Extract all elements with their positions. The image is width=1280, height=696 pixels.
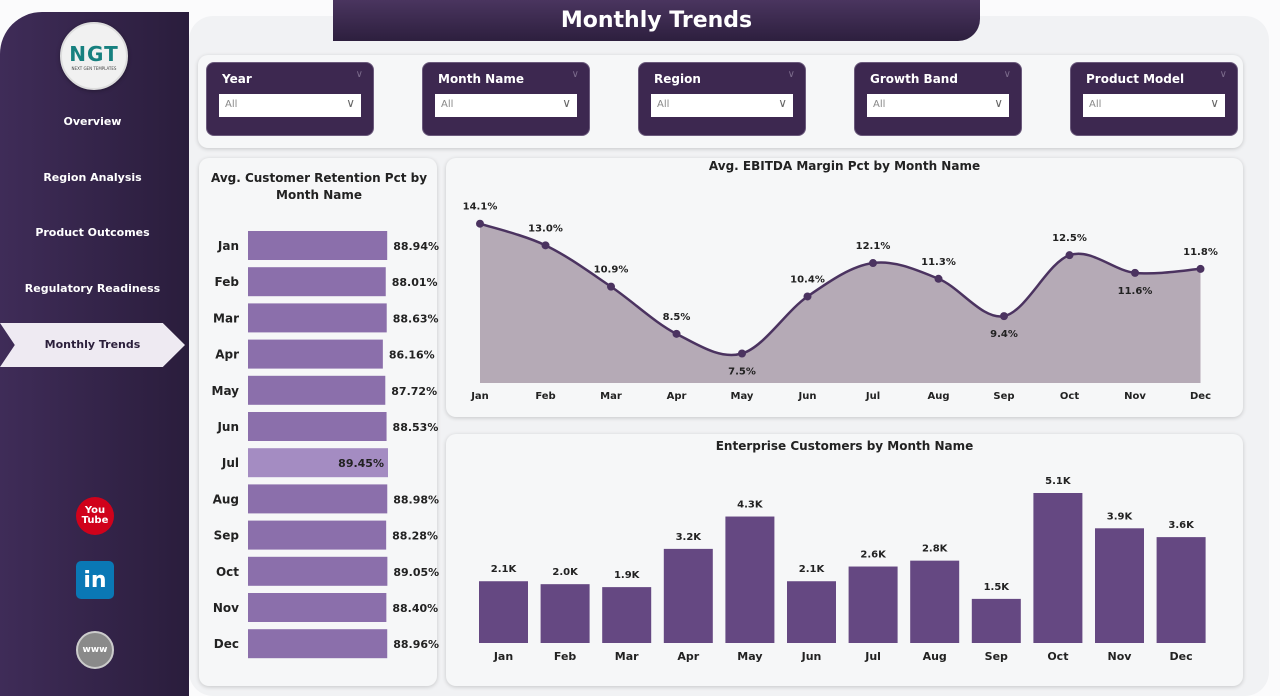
filter-month-name: Month Name ∨ All ∨ bbox=[422, 62, 590, 136]
filter-label: Month Name bbox=[438, 72, 524, 86]
filter-value: All bbox=[1089, 99, 1102, 110]
filter-dropdown[interactable]: All ∨ bbox=[651, 94, 793, 117]
globe-icon[interactable]: www bbox=[76, 631, 114, 669]
chevron-down-icon: ∨ bbox=[346, 96, 355, 110]
filter-value: All bbox=[873, 99, 886, 110]
ebitda-chart-title: Avg. EBITDA Margin Pct by Month Name bbox=[708, 159, 981, 173]
nav-product-outcomes[interactable]: Product Outcomes bbox=[35, 226, 150, 239]
filter-value: All bbox=[657, 99, 670, 110]
nav-monthly-trends[interactable]: Monthly Trends bbox=[0, 323, 185, 367]
ebitda-chart-card: Avg. EBITDA Margin Pct by Month Name bbox=[446, 158, 1243, 417]
retention-chart-title: Avg. Customer Retention Pct by Month Nam… bbox=[210, 171, 428, 202]
filter-label: Year bbox=[222, 72, 252, 86]
chevron-down-icon[interactable]: ∨ bbox=[1003, 69, 1011, 80]
chevron-down-icon: ∨ bbox=[994, 96, 1003, 110]
retention-chart-card: Avg. Customer Retention Pct by Month Nam… bbox=[199, 158, 437, 686]
filter-growth-band: Growth Band ∨ All ∨ bbox=[854, 62, 1022, 136]
filter-product-model: Product Model ∨ All ∨ bbox=[1070, 62, 1238, 136]
chevron-down-icon: ∨ bbox=[1210, 96, 1219, 110]
filter-year: Year ∨ All ∨ bbox=[206, 62, 374, 136]
chevron-down-icon: ∨ bbox=[778, 96, 787, 110]
enterprise-chart-card: Enterprise Customers by Month Name bbox=[446, 434, 1243, 686]
filter-value: All bbox=[225, 99, 238, 110]
filter-dropdown[interactable]: All ∨ bbox=[435, 94, 577, 117]
filter-dropdown[interactable]: All ∨ bbox=[867, 94, 1009, 117]
page-title: Monthly Trends bbox=[333, 0, 980, 41]
logo: NGT NEXT GEN TEMPLATES bbox=[60, 22, 128, 90]
chevron-down-icon[interactable]: ∨ bbox=[787, 69, 795, 80]
enterprise-chart-title: Enterprise Customers by Month Name bbox=[715, 439, 974, 453]
nav-overview[interactable]: Overview bbox=[63, 115, 122, 128]
linkedin-icon[interactable]: in bbox=[76, 561, 114, 599]
chevron-down-icon[interactable]: ∨ bbox=[571, 69, 579, 80]
youtube-icon[interactable]: You Tube bbox=[76, 497, 114, 535]
filter-value: All bbox=[441, 99, 454, 110]
chevron-down-icon[interactable]: ∨ bbox=[1219, 69, 1227, 80]
sidebar: NGT NEXT GEN TEMPLATES Overview Region An… bbox=[0, 12, 189, 696]
chevron-down-icon: ∨ bbox=[562, 96, 571, 110]
filter-label: Growth Band bbox=[870, 72, 958, 86]
nav-region-analysis[interactable]: Region Analysis bbox=[43, 171, 142, 184]
chevron-down-icon[interactable]: ∨ bbox=[355, 69, 363, 80]
filter-label: Product Model bbox=[1086, 72, 1185, 86]
filter-region: Region ∨ All ∨ bbox=[638, 62, 806, 136]
filter-label: Region bbox=[654, 72, 701, 86]
filter-dropdown[interactable]: All ∨ bbox=[1083, 94, 1225, 117]
filter-dropdown[interactable]: All ∨ bbox=[219, 94, 361, 117]
nav-regulatory-readiness[interactable]: Regulatory Readiness bbox=[24, 282, 161, 295]
